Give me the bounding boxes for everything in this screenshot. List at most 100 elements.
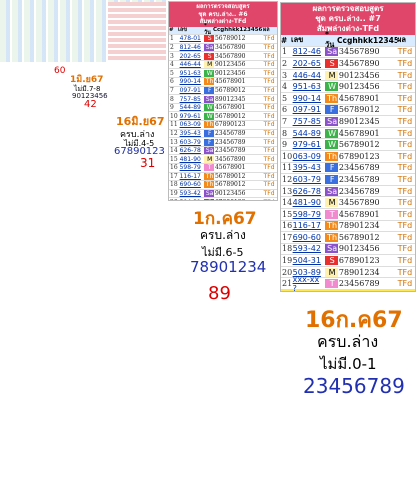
cell: 626-78 <box>292 186 321 196</box>
title-line: สัมพล่างต่าง-TFd <box>199 18 247 25</box>
cell: Sa <box>325 244 338 254</box>
cell: TFd <box>263 164 275 172</box>
table-row: 13 603-79 F 23456789 TFd <box>169 138 277 147</box>
cell: 990-14 <box>292 93 321 103</box>
table-row: 2 202-65 S 34567890 TFd <box>281 58 415 70</box>
mini-sheet <box>108 2 166 62</box>
cell: 17 <box>282 232 292 242</box>
footer-cell: ถูก <box>281 289 337 292</box>
cell: TFd <box>397 198 413 208</box>
cell: Th <box>204 121 214 129</box>
table-row: 12 603-79 F 23456789 TFd <box>281 174 415 186</box>
cell: 979-61 <box>179 112 201 120</box>
table-row: 9 979-61 W 56789012 TFd <box>281 139 415 151</box>
cell: 3 <box>282 70 288 80</box>
cell: F <box>325 105 338 115</box>
table-row: 7 097-91 F 56789012 TFd <box>169 86 277 96</box>
cell: W <box>325 140 338 150</box>
cell: Th <box>325 221 338 231</box>
table-row: 10 063-09 Th 67890123 TFd <box>281 151 415 163</box>
cell: TFd <box>263 52 275 60</box>
cell: 116-17 <box>292 221 321 231</box>
cell: TFd <box>263 190 275 198</box>
table-row: 15 481-90 M 34567890 TFd <box>169 155 277 164</box>
header-cell: ผล <box>263 27 270 34</box>
cell: 56789012 <box>338 105 380 115</box>
cell: 67890123 <box>214 199 263 200</box>
cell: TFd <box>397 244 413 254</box>
header-row: #เลข * วันCcghhkk12345678ผล <box>281 30 415 49</box>
cell: 45678901 <box>338 128 380 138</box>
cell: 063-09 <box>179 121 201 129</box>
cell: 14 <box>170 147 178 155</box>
cell: 481-90 <box>179 155 201 163</box>
cell: TFd <box>263 181 275 189</box>
table-row: 8 544-89 W 45678901 TFd <box>281 128 415 140</box>
cell: 6 <box>170 78 174 86</box>
cell: TFd <box>263 95 275 103</box>
cell: 504-31 <box>292 256 321 266</box>
cell: Th <box>325 93 338 103</box>
cell: 90123456 <box>214 190 246 198</box>
cell: 990-14 <box>179 78 201 86</box>
cell: TFd <box>397 256 413 266</box>
caption-line: ครบ.ล่าง <box>120 130 155 140</box>
cell: 13 <box>170 138 178 146</box>
date: 16ก.ค67 <box>305 308 403 333</box>
title-line: ผลการตรวจสอบสูตร <box>196 3 250 10</box>
cell: 56789012 <box>214 35 246 43</box>
cell: TFd <box>397 221 413 231</box>
cell: 67890123 <box>338 151 380 161</box>
cell: 603-79 <box>292 174 321 184</box>
cell: 20 <box>282 267 292 277</box>
table-row: 5 951-63 W 90123456 TFd <box>169 69 277 79</box>
table-row: 14 481-90 M 34567890 TFd <box>281 197 415 209</box>
cell: 116-17 <box>179 172 201 180</box>
cell: 45678901 <box>338 93 380 103</box>
cell: 202-65 <box>179 52 201 60</box>
caption-line: ไม่มี.7-8 <box>74 85 101 93</box>
table-row: 11 063-09 Th 67890123 TFd <box>169 121 277 130</box>
cell: W <box>204 104 214 112</box>
cell: T <box>325 279 338 289</box>
cell: 3 <box>170 52 174 60</box>
result-table: ผลการตรวจสอบสูตร ชุด ครบ.ล่าง.. #7 สัมพล่า… <box>280 2 416 292</box>
table-row: 1 478-01 S 56789012 TFd <box>169 35 277 44</box>
cell: TFd <box>397 70 413 80</box>
cell: W <box>325 128 338 138</box>
footer-row: ถูก20 <box>281 289 415 292</box>
cell: 67890123 <box>338 256 380 266</box>
header-cell: # <box>169 27 174 34</box>
cell: 21 <box>282 279 292 289</box>
number: 90123456 <box>72 92 108 100</box>
table-row: 20 503-89 M 78901234 TFd <box>281 267 415 279</box>
cell: TFd <box>397 186 413 196</box>
cell: 34567890 <box>338 58 380 68</box>
cell: 15 <box>170 155 178 163</box>
result-table: ผลการตรวจสอบสูตร ชุด ครบ.ล่าง.. #6 สัมพล่า… <box>168 1 278 201</box>
footer-cell: 20 <box>337 291 397 292</box>
cell: 16 <box>282 221 292 231</box>
cell: M <box>204 155 214 163</box>
cell: S <box>204 198 214 200</box>
cell: 812-46 <box>179 43 201 51</box>
cell: Sa <box>204 95 214 103</box>
cell: 45678901 <box>338 209 380 219</box>
cell: 90123456 <box>338 70 380 80</box>
cell: TFd <box>263 172 275 180</box>
cell: F <box>204 129 214 137</box>
cell: 18 <box>170 181 178 189</box>
cell: 20 <box>169 199 179 200</box>
cell: S <box>325 256 338 266</box>
header-cell: # <box>281 35 288 45</box>
header-cell: * วัน <box>204 23 211 37</box>
cell: 15 <box>282 209 292 219</box>
cell: 56789012 <box>214 112 246 120</box>
cell: TFd <box>397 82 413 92</box>
cell: TFd <box>263 35 275 43</box>
cell: 45678901 <box>214 164 246 172</box>
table-row: 16 598-79 T 45678901 TFd <box>169 164 277 173</box>
cell: xxx-xx ? <box>292 274 320 292</box>
cell: 2 <box>170 43 174 51</box>
